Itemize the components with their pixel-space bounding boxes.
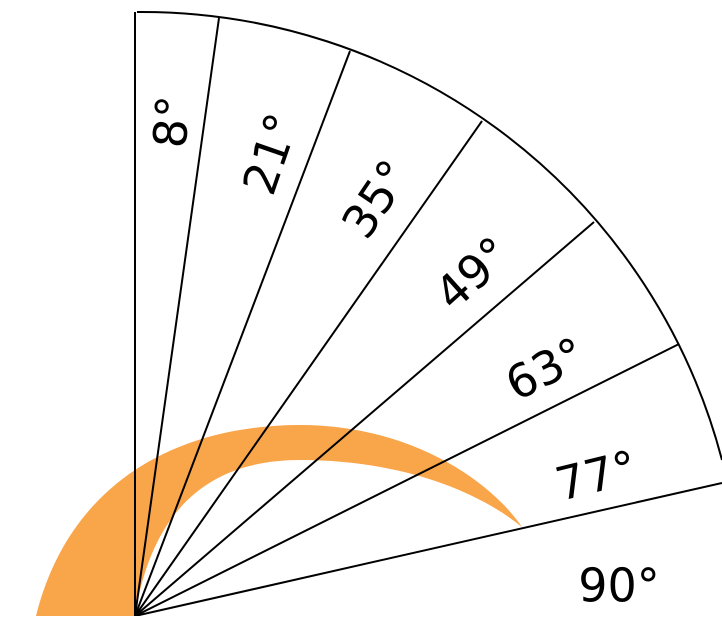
label-63: 63° — [497, 326, 594, 411]
label-8: 8° — [143, 94, 201, 150]
sector-labels: 8° 21° 35° 49° 63° 77° 90° — [143, 94, 660, 613]
fan-lines — [134, 10, 722, 617]
ray-4 — [134, 221, 595, 617]
ray-3 — [134, 120, 483, 617]
label-49: 49° — [424, 226, 521, 321]
ray-5 — [134, 343, 680, 617]
label-90: 90° — [578, 559, 660, 613]
label-35: 35° — [331, 150, 421, 248]
ray-1 — [134, 17, 220, 617]
ray-6 — [134, 482, 722, 617]
ray-2 — [134, 50, 351, 617]
outer-arc — [136, 10, 722, 461]
label-77: 77° — [550, 440, 642, 512]
orange-arc-band — [36, 425, 522, 616]
